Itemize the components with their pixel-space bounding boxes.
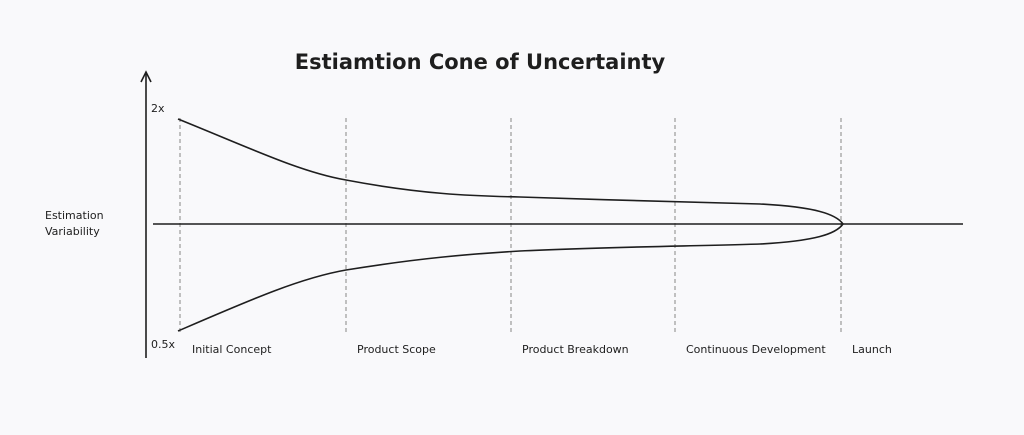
diagram-title: Estiamtion Cone of Uncertainty	[295, 50, 666, 74]
y-tick-0-5x: 0.5x	[151, 338, 175, 351]
y-axis-label-line1: Estimation	[45, 209, 104, 222]
phase-label-launch: Launch	[852, 343, 892, 356]
lower-cone-curve	[177, 223, 844, 332]
phase-label-product-scope: Product Scope	[357, 343, 436, 356]
phase-label-initial-concept: Initial Concept	[192, 343, 272, 356]
phase-label-product-breakdown: Product Breakdown	[522, 343, 629, 356]
y-tick-2x: 2x	[151, 102, 165, 115]
y-axis-label-line2: Variability	[45, 225, 100, 238]
phase-label-continuous-development: Continuous Development	[686, 343, 826, 356]
upper-cone-curve	[177, 118, 844, 225]
y-axis-arrowhead	[140, 70, 152, 83]
